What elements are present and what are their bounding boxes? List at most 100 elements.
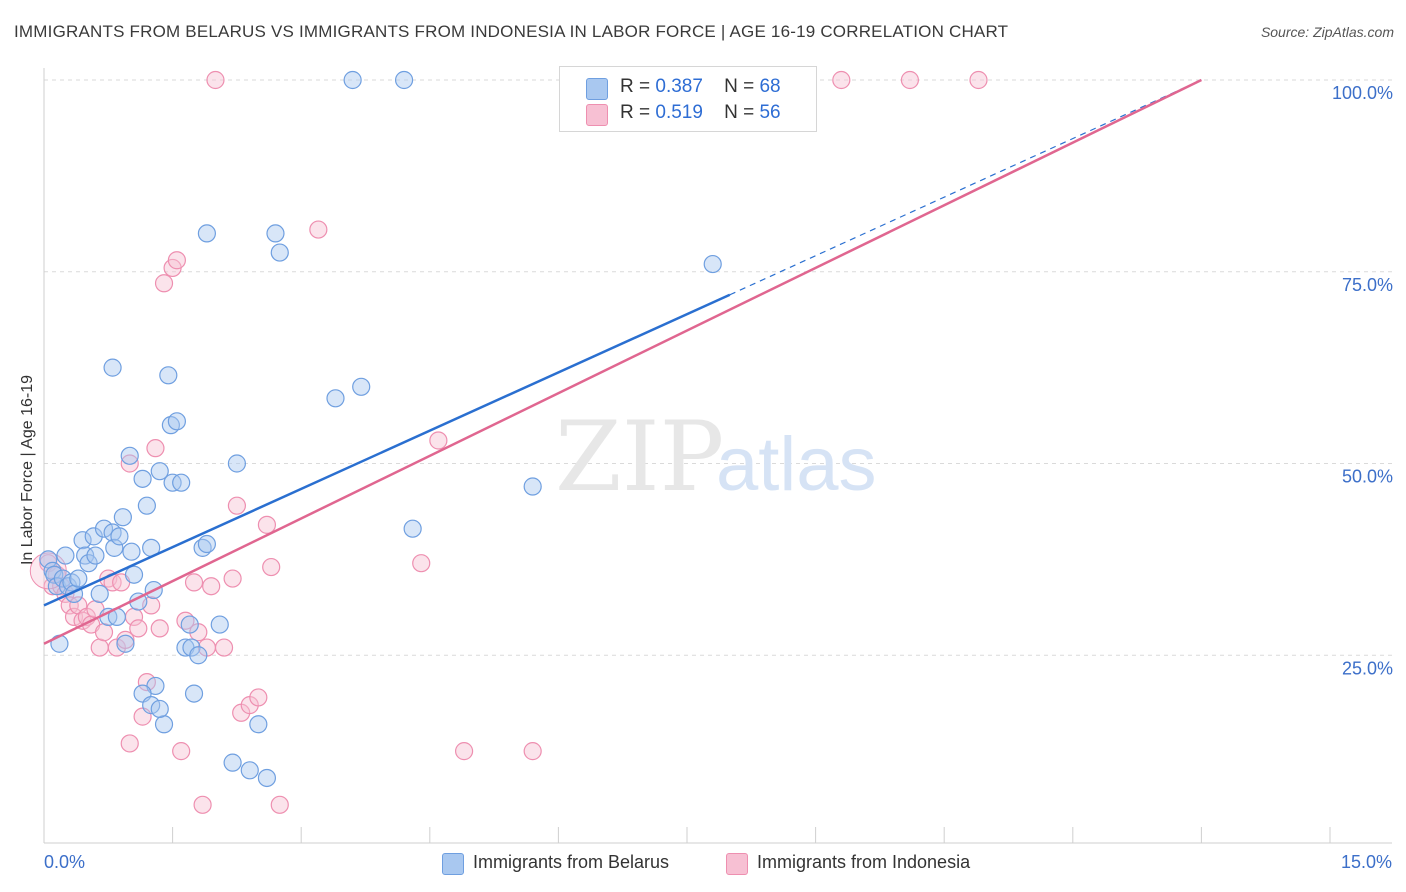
- indonesia-point: [154, 274, 174, 293]
- n-label: N =: [724, 102, 755, 123]
- indonesia-point: [309, 220, 328, 239]
- indonesia-point: [184, 573, 204, 592]
- x-tick-max: 15.0%: [1340, 852, 1392, 872]
- grid-lines: [44, 79, 1392, 656]
- belarus-point: [113, 508, 132, 527]
- indonesia-point: [523, 742, 542, 761]
- belarus-swatch: [442, 853, 464, 875]
- belarus-point: [159, 366, 178, 385]
- source-credit: Source: ZipAtlas.com: [1260, 24, 1394, 40]
- belarus-point: [703, 254, 722, 274]
- y-tick-labels: 25.0% 50.0% 75.0% 100.0%: [1332, 83, 1393, 678]
- indonesia-point: [206, 70, 225, 90]
- belarus-point: [240, 761, 259, 780]
- belarus-point: [122, 542, 141, 561]
- watermark-zip: ZIP: [555, 401, 724, 513]
- r-label: R =: [620, 76, 651, 97]
- y-tick-label: 50.0%: [1342, 467, 1393, 487]
- indonesia-point: [900, 70, 920, 90]
- belarus-legend-label: Immigrants from Belarus: [473, 852, 670, 872]
- belarus-point: [110, 527, 129, 546]
- belarus-trend-line: [43, 293, 731, 607]
- belarus-point: [124, 565, 144, 584]
- belarus-point: [116, 634, 135, 653]
- belarus-point: [180, 615, 199, 634]
- indonesia-point: [262, 557, 281, 577]
- belarus-point: [352, 377, 371, 396]
- belarus-n-value: 68: [759, 76, 781, 97]
- belarus-point: [197, 534, 216, 554]
- y-tick-label: 25.0%: [1342, 658, 1393, 678]
- belarus-r-value: 0.387: [655, 76, 703, 97]
- belarus-point: [249, 715, 268, 734]
- indonesia-point: [202, 577, 221, 596]
- y-tick-label: 100.0%: [1332, 83, 1393, 103]
- indonesia-point: [969, 70, 988, 90]
- belarus-point: [86, 546, 105, 565]
- watermark-atlas: atlas: [716, 422, 877, 507]
- indonesia-points: [29, 70, 988, 814]
- indonesia-point: [429, 431, 448, 450]
- stats-legend: R = 0.387 N = 68 R = 0.519 N = 56: [559, 66, 817, 132]
- indonesia-n-value: 56: [759, 102, 781, 123]
- indonesia-point: [832, 70, 851, 90]
- belarus-trend-extension: [729, 79, 1202, 296]
- indonesia-point: [120, 734, 139, 753]
- indonesia-point: [214, 638, 234, 657]
- belarus-point: [257, 768, 277, 788]
- r-label: R =: [620, 102, 651, 123]
- belarus-point: [326, 389, 345, 408]
- belarus-points: [39, 70, 722, 788]
- indonesia-point: [137, 672, 156, 692]
- indonesia-legend-label: Immigrants from Indonesia: [757, 852, 971, 872]
- indonesia-point: [412, 554, 431, 573]
- belarus-point: [73, 531, 92, 550]
- indonesia-point: [64, 607, 84, 627]
- belarus-point: [94, 519, 114, 538]
- belarus-point: [523, 477, 542, 496]
- belarus-point: [223, 753, 242, 772]
- indonesia-point: [120, 454, 139, 473]
- belarus-point: [210, 615, 229, 634]
- belarus-point: [150, 462, 169, 481]
- belarus-point: [45, 565, 64, 584]
- axes: [43, 68, 1392, 844]
- indonesia-point: [270, 795, 289, 814]
- belarus-point: [154, 715, 174, 734]
- belarus-point: [150, 699, 169, 719]
- indonesia-point: [193, 795, 212, 814]
- belarus-swatch: [586, 78, 608, 100]
- belarus-point: [105, 538, 124, 557]
- chart-title: IMMIGRANTS FROM BELARUS VS IMMIGRANTS FR…: [14, 22, 1009, 41]
- belarus-point: [172, 473, 191, 492]
- indonesia-point: [129, 619, 148, 638]
- indonesia-point: [146, 439, 165, 458]
- indonesia-point: [167, 251, 186, 270]
- indonesia-trend-line: [43, 78, 1202, 645]
- indonesia-point: [116, 630, 135, 650]
- belarus-point: [120, 446, 139, 465]
- zipatlas-watermark: ZIP atlas: [555, 401, 877, 513]
- belarus-point: [133, 469, 152, 488]
- belarus-point: [184, 684, 204, 703]
- n-label: N =: [724, 76, 755, 97]
- belarus-point: [189, 646, 208, 665]
- belarus-point: [79, 554, 98, 573]
- belarus-point: [167, 412, 186, 431]
- belarus-point: [227, 454, 246, 473]
- indonesia-point: [90, 638, 109, 657]
- indonesia-point: [172, 742, 191, 761]
- indonesia-point: [223, 569, 242, 588]
- belarus-point: [137, 496, 156, 515]
- belarus-point: [403, 519, 422, 538]
- belarus-point: [182, 638, 201, 657]
- belarus-point: [90, 584, 109, 603]
- belarus-point: [394, 70, 414, 90]
- belarus-point: [197, 224, 216, 243]
- belarus-point: [69, 569, 88, 588]
- belarus-point: [142, 696, 161, 715]
- belarus-point: [56, 546, 75, 565]
- indonesia-point: [454, 742, 474, 761]
- belarus-point: [84, 527, 103, 546]
